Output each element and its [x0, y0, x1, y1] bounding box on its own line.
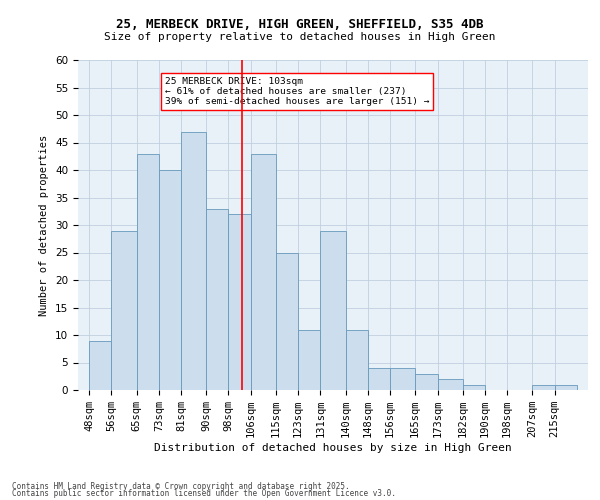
Text: Size of property relative to detached houses in High Green: Size of property relative to detached ho… [104, 32, 496, 42]
Bar [368, 368, 390, 390]
Text: 25 MERBECK DRIVE: 103sqm
← 61% of detached houses are smaller (237)
39% of semi-: 25 MERBECK DRIVE: 103sqm ← 61% of detach… [164, 76, 429, 106]
Bar [206, 208, 229, 390]
Bar [463, 384, 485, 390]
Bar [532, 384, 554, 390]
Text: Contains public sector information licensed under the Open Government Licence v3: Contains public sector information licen… [12, 490, 396, 498]
Text: 25, MERBECK DRIVE, HIGH GREEN, SHEFFIELD, S35 4DB: 25, MERBECK DRIVE, HIGH GREEN, SHEFFIELD… [116, 18, 484, 30]
Bar [181, 132, 206, 390]
Text: Contains HM Land Registry data © Crown copyright and database right 2025.: Contains HM Land Registry data © Crown c… [12, 482, 350, 491]
Bar [251, 154, 276, 390]
Bar [229, 214, 251, 390]
Bar [89, 340, 112, 390]
Bar [437, 379, 463, 390]
Bar [276, 252, 298, 390]
Bar [137, 154, 159, 390]
Bar [390, 368, 415, 390]
Bar [415, 374, 437, 390]
Bar [298, 330, 320, 390]
Bar [554, 384, 577, 390]
Bar [112, 230, 137, 390]
Y-axis label: Number of detached properties: Number of detached properties [40, 134, 49, 316]
Bar [346, 330, 368, 390]
Bar [159, 170, 181, 390]
Bar [320, 230, 346, 390]
X-axis label: Distribution of detached houses by size in High Green: Distribution of detached houses by size … [154, 443, 512, 453]
